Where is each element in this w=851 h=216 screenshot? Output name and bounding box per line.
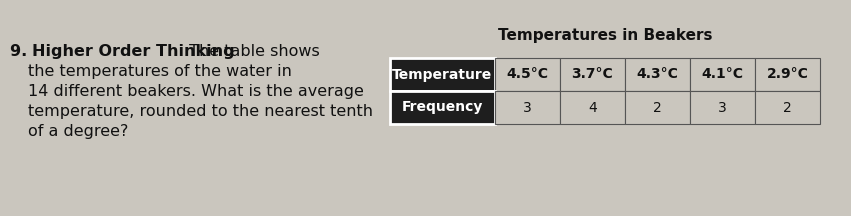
Text: 4.5°C: 4.5°C bbox=[506, 67, 549, 81]
Text: Temperatures in Beakers: Temperatures in Beakers bbox=[498, 28, 712, 43]
FancyBboxPatch shape bbox=[495, 91, 560, 124]
Text: 2: 2 bbox=[653, 100, 662, 114]
Text: 3: 3 bbox=[718, 100, 727, 114]
FancyBboxPatch shape bbox=[690, 91, 755, 124]
FancyBboxPatch shape bbox=[560, 58, 625, 91]
Text: 14 different beakers. What is the average: 14 different beakers. What is the averag… bbox=[28, 84, 364, 99]
Text: 9.: 9. bbox=[10, 44, 33, 59]
Text: the temperatures of the water in: the temperatures of the water in bbox=[28, 64, 292, 79]
Text: of a degree?: of a degree? bbox=[28, 124, 129, 139]
Text: 3: 3 bbox=[523, 100, 532, 114]
Text: 4: 4 bbox=[588, 100, 597, 114]
FancyBboxPatch shape bbox=[625, 58, 690, 91]
Text: The table shows: The table shows bbox=[184, 44, 320, 59]
FancyBboxPatch shape bbox=[495, 58, 560, 91]
Text: 2: 2 bbox=[783, 100, 792, 114]
FancyBboxPatch shape bbox=[560, 91, 625, 124]
Text: Temperature: Temperature bbox=[392, 67, 493, 81]
FancyBboxPatch shape bbox=[755, 91, 820, 124]
FancyBboxPatch shape bbox=[390, 58, 495, 91]
Text: 2.9°C: 2.9°C bbox=[767, 67, 808, 81]
FancyBboxPatch shape bbox=[755, 58, 820, 91]
Text: Higher Order Thinking: Higher Order Thinking bbox=[32, 44, 235, 59]
Text: 4.3°C: 4.3°C bbox=[637, 67, 678, 81]
Text: temperature, rounded to the nearest tenth: temperature, rounded to the nearest tent… bbox=[28, 104, 373, 119]
Text: Frequency: Frequency bbox=[402, 100, 483, 114]
Text: 3.7°C: 3.7°C bbox=[572, 67, 614, 81]
FancyBboxPatch shape bbox=[390, 91, 495, 124]
FancyBboxPatch shape bbox=[690, 58, 755, 91]
FancyBboxPatch shape bbox=[625, 91, 690, 124]
Text: 4.1°C: 4.1°C bbox=[701, 67, 744, 81]
